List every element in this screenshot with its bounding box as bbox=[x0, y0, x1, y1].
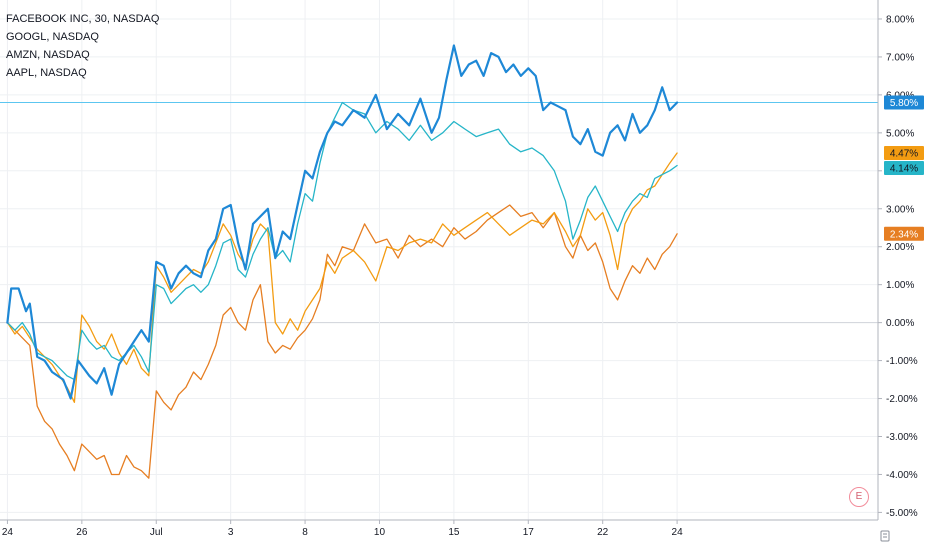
y-tick-label: 8.00% bbox=[886, 14, 914, 25]
legend-item-aapl[interactable]: AAPL, NASDAQ bbox=[6, 67, 87, 79]
last-value-label-fb: 5.80% bbox=[890, 98, 918, 109]
series-line-googl[interactable] bbox=[6, 152, 678, 403]
x-tick-label: 15 bbox=[448, 527, 460, 538]
y-tick-label: -4.00% bbox=[886, 470, 918, 481]
last-value-label-amzn: 2.34% bbox=[890, 229, 918, 240]
series-line-aapl[interactable] bbox=[6, 101, 678, 381]
y-tick-label: -1.00% bbox=[886, 356, 918, 367]
x-tick-label: 17 bbox=[523, 527, 535, 538]
x-tick-label: Jul bbox=[150, 527, 163, 538]
x-tick-label: 10 bbox=[374, 527, 386, 538]
y-tick-label: -2.00% bbox=[886, 394, 918, 405]
y-tick-label: 1.00% bbox=[886, 280, 914, 291]
y-tick-label: -3.00% bbox=[886, 432, 918, 443]
chart-legend: FACEBOOK INC, 30, NASDAQ GOOGL, NASDAQ A… bbox=[6, 10, 159, 82]
x-tick-label: 3 bbox=[228, 527, 234, 538]
last-value-badge-googl bbox=[884, 145, 924, 160]
x-tick-label: 26 bbox=[76, 527, 88, 538]
last-value-badge-fb bbox=[884, 95, 924, 110]
y-tick-label: 3.00% bbox=[886, 204, 914, 215]
y-tick-label: 2.00% bbox=[886, 242, 914, 253]
x-tick-label: 8 bbox=[302, 527, 308, 538]
legend-item-googl[interactable]: GOOGL, NASDAQ bbox=[6, 31, 99, 43]
settings-icon[interactable] bbox=[880, 530, 890, 542]
grid-layer bbox=[0, 0, 878, 520]
legend-item-fb[interactable]: FACEBOOK INC, 30, NASDAQ bbox=[6, 13, 160, 25]
x-tick-label: 22 bbox=[597, 527, 609, 538]
earnings-event-badge[interactable]: E bbox=[849, 487, 869, 507]
y-tick-label: 7.00% bbox=[886, 52, 914, 63]
x-tick-label: 24 bbox=[672, 527, 684, 538]
legend-item-amzn[interactable]: AMZN, NASDAQ bbox=[6, 49, 90, 61]
y-tick-label: -5.00% bbox=[886, 508, 918, 519]
y-tick-label: 0.00% bbox=[886, 318, 914, 329]
last-value-badge-aapl bbox=[884, 160, 924, 175]
series-line-amzn[interactable] bbox=[6, 204, 678, 479]
y-tick-label: 5.00% bbox=[886, 128, 914, 139]
x-tick-label: 24 bbox=[2, 527, 14, 538]
badge-layer: 5.80% 4.47% 4.14% 2.34% bbox=[884, 95, 924, 241]
series-line-fb[interactable] bbox=[6, 44, 679, 400]
last-value-badge-amzn bbox=[884, 226, 924, 241]
series-layer bbox=[6, 44, 679, 479]
last-value-label-aapl: 4.14% bbox=[890, 163, 918, 174]
last-value-label-googl: 4.47% bbox=[890, 148, 918, 159]
